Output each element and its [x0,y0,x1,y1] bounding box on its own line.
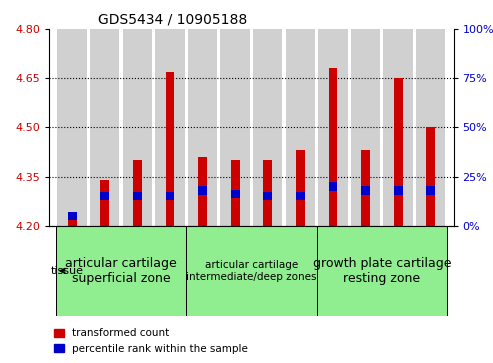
Bar [328,182,337,191]
Text: tissue: tissue [51,266,84,276]
FancyBboxPatch shape [56,226,186,316]
Bar [394,78,403,226]
Bar [123,29,152,226]
Text: growth plate cartilage
resting zone: growth plate cartilage resting zone [313,257,451,285]
Bar [100,180,109,226]
Bar [198,157,207,226]
Text: articular cartilage
intermediate/deep zones: articular cartilage intermediate/deep zo… [186,260,317,282]
Bar [253,29,282,226]
Bar [198,186,207,195]
Bar [296,192,305,200]
Text: GDS5434 / 10905188: GDS5434 / 10905188 [98,12,247,26]
Bar [318,29,348,226]
Bar [68,212,76,220]
Bar [296,150,305,226]
Bar [231,160,240,226]
Legend: transformed count, percentile rank within the sample: transformed count, percentile rank withi… [50,324,252,358]
Bar [188,29,217,226]
Bar [361,150,370,226]
Text: articular cartilage
superficial zone: articular cartilage superficial zone [65,257,177,285]
Bar [166,72,175,226]
Bar [263,192,272,200]
Bar [426,127,435,226]
Bar [155,29,184,226]
Bar [285,29,315,226]
Bar [426,186,435,195]
Bar [100,192,109,200]
Bar [328,68,337,226]
FancyBboxPatch shape [186,226,317,316]
Bar [231,190,240,199]
Bar [394,186,403,195]
Bar [220,29,250,226]
Bar [416,29,445,226]
Bar [58,29,87,226]
Bar [384,29,413,226]
Bar [166,192,175,200]
Bar [133,160,141,226]
Bar [90,29,119,226]
Bar [351,29,380,226]
Bar [361,186,370,195]
FancyBboxPatch shape [317,226,447,316]
Bar [133,192,141,200]
Bar [263,160,272,226]
Bar [68,219,76,226]
